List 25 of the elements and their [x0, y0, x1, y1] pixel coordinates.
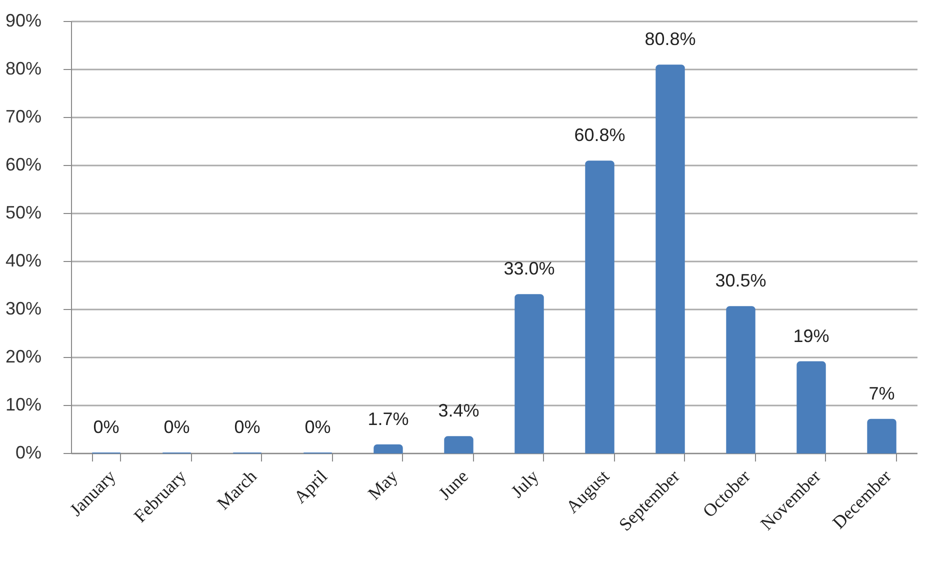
data-label: 3.4%	[438, 400, 480, 421]
data-label: 30.5%	[715, 270, 766, 291]
y-tick-label: 30%	[5, 298, 42, 318]
data-label: 0%	[234, 417, 260, 437]
data-label: 0%	[93, 417, 120, 437]
data-label: 0%	[164, 417, 190, 437]
data-label: 0%	[304, 417, 331, 437]
y-tick-label: 50%	[5, 202, 42, 222]
data-label: 33.0%	[504, 258, 555, 279]
data-label: 80.8%	[644, 29, 696, 50]
y-tick-label: 10%	[5, 394, 42, 414]
y-tick-label: 0%	[15, 442, 42, 462]
y-tick-label: 60%	[5, 154, 42, 174]
x-tick-label: May	[364, 466, 402, 504]
y-tick-label: 90%	[5, 10, 42, 30]
y-tick-label: 20%	[5, 346, 42, 366]
y-tick-label: 80%	[5, 58, 42, 78]
y-tick-label: 40%	[5, 250, 42, 270]
data-label: 7%	[868, 383, 895, 404]
data-label: 1.7%	[368, 408, 409, 429]
x-tick-label: July	[507, 466, 542, 502]
data-label: 19%	[793, 326, 830, 346]
y-tick-label: 70%	[5, 106, 42, 126]
x-tick-label: June	[434, 466, 472, 504]
data-label: 60.8%	[574, 125, 626, 146]
